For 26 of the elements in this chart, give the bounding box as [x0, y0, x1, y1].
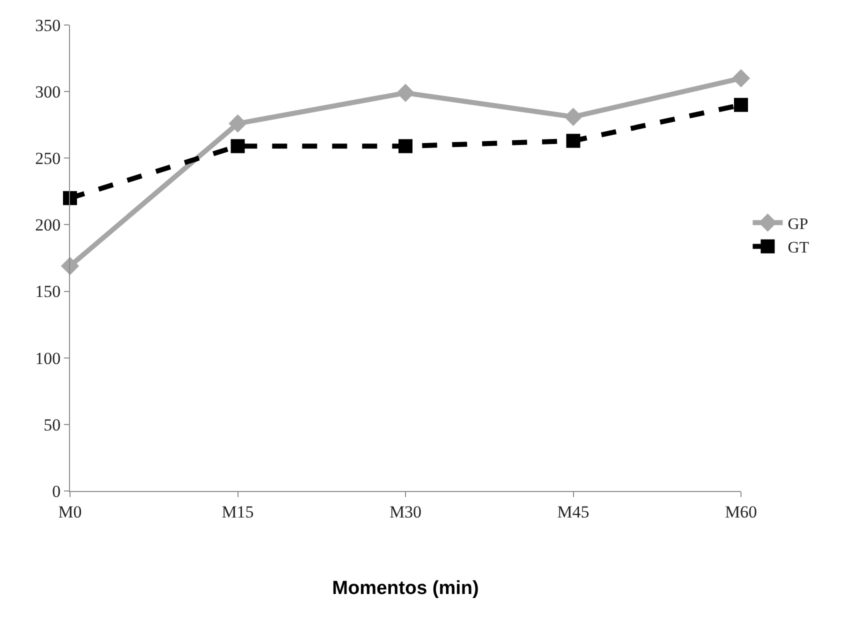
x-tick-label: M0: [58, 502, 82, 522]
point: [564, 108, 582, 126]
point: [228, 114, 247, 133]
y-tick-label: 100: [35, 348, 61, 368]
y-tick-label: 350: [35, 16, 61, 35]
point: [566, 134, 580, 148]
y-tick-label: 150: [35, 282, 61, 302]
x-tick-label: M30: [389, 502, 422, 522]
point: [396, 84, 415, 102]
y-tick-label: 50: [44, 415, 61, 434]
y-tick-label: 250: [35, 149, 61, 168]
x-axis-title: Momentos (min): [332, 578, 479, 600]
point: [230, 139, 245, 154]
x-tick-label: M60: [724, 502, 758, 522]
y-tick-label: 300: [35, 82, 61, 102]
point: [63, 191, 77, 206]
x-tick-label: M15: [222, 502, 254, 522]
point: [60, 256, 80, 276]
point: [732, 69, 750, 88]
point: [734, 98, 748, 112]
y-tick-label: 200: [35, 216, 61, 235]
legend-label: GP: [788, 216, 808, 233]
legend-label: GT: [788, 240, 810, 257]
point: [398, 139, 412, 154]
x-tick-label: M45: [557, 502, 590, 522]
y-tick-label: 0: [52, 482, 61, 501]
